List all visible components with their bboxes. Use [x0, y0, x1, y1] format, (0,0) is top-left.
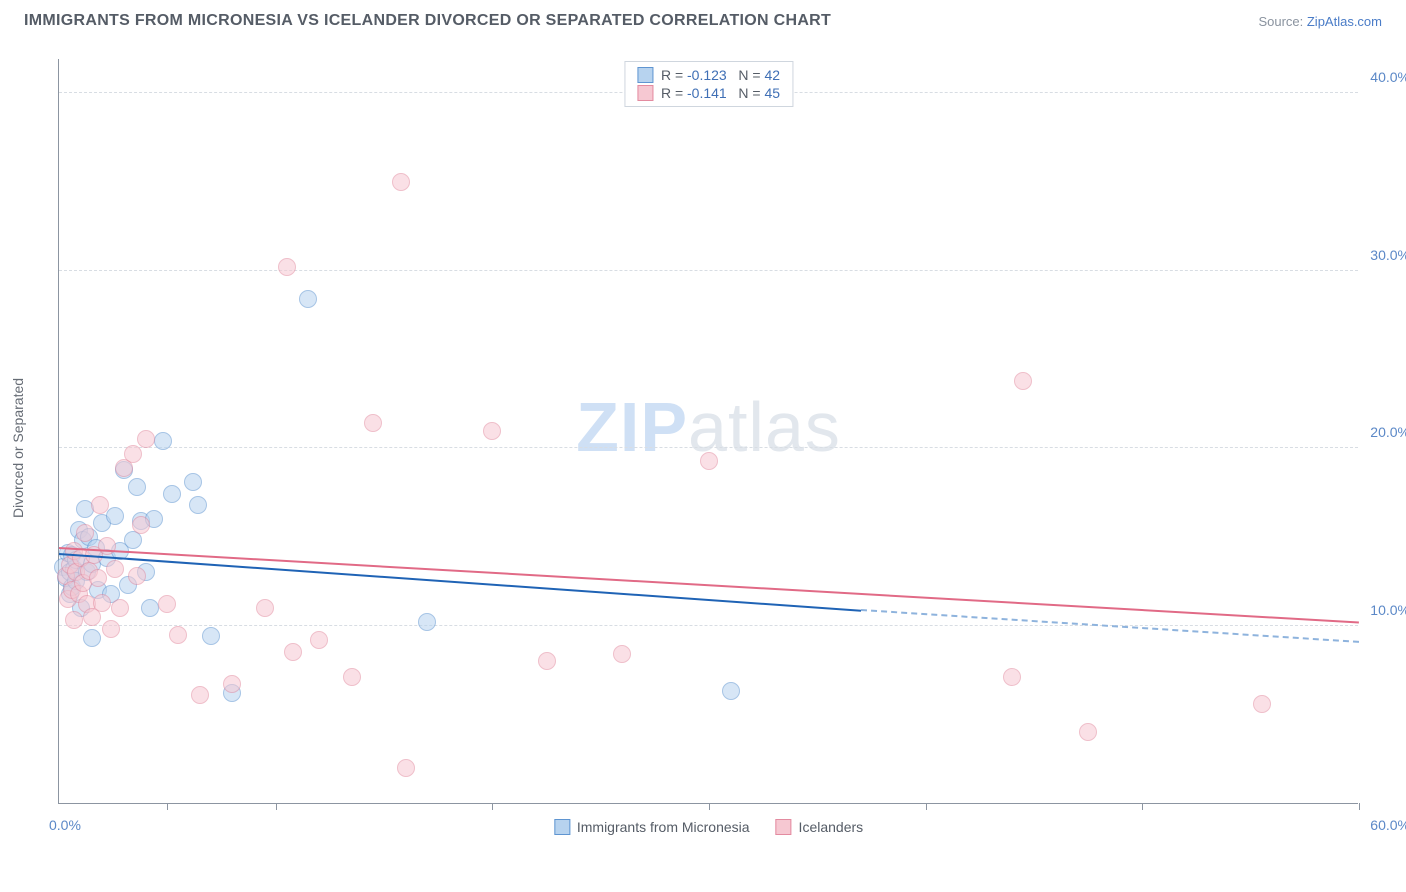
data-point [163, 485, 181, 503]
data-point [91, 496, 109, 514]
data-point [189, 496, 207, 514]
series-legend: Immigrants from Micronesia Icelanders [554, 819, 863, 835]
legend-item: Icelanders [776, 819, 864, 835]
legend-label: Immigrants from Micronesia [577, 819, 750, 835]
data-point [1079, 723, 1097, 741]
legend-swatch [554, 819, 570, 835]
legend-swatch [776, 819, 792, 835]
y-tick-label: 20.0% [1370, 424, 1406, 440]
data-point [418, 613, 436, 631]
data-point [483, 422, 501, 440]
data-point [83, 629, 101, 647]
data-point [397, 759, 415, 777]
trend-line [59, 553, 861, 612]
data-point [132, 516, 150, 534]
x-tick [276, 803, 277, 810]
legend-stats: R = -0.141 N = 45 [661, 85, 780, 101]
data-point [191, 686, 209, 704]
x-tick [1142, 803, 1143, 810]
data-point [106, 507, 124, 525]
data-point [111, 599, 129, 617]
data-point [169, 626, 187, 644]
data-point [538, 652, 556, 670]
x-tick [167, 803, 168, 810]
grid-line [59, 447, 1358, 448]
data-point [223, 675, 241, 693]
data-point [137, 430, 155, 448]
chart-area: Divorced or Separated ZIPatlas 10.0%20.0… [50, 55, 1380, 825]
data-point [392, 173, 410, 191]
data-point [154, 432, 172, 450]
data-point [93, 594, 111, 612]
data-point [106, 560, 124, 578]
legend-item: Immigrants from Micronesia [554, 819, 750, 835]
data-point [299, 290, 317, 308]
data-point [1003, 668, 1021, 686]
x-axis-min-label: 0.0% [49, 817, 81, 833]
data-point [102, 620, 120, 638]
data-point [310, 631, 328, 649]
trend-line [59, 547, 1359, 623]
data-point [1253, 695, 1271, 713]
trend-line-extrapolated [861, 609, 1359, 643]
data-point [158, 595, 176, 613]
data-point [76, 524, 94, 542]
legend-swatch [637, 67, 653, 83]
data-point [124, 531, 142, 549]
y-tick-label: 30.0% [1370, 247, 1406, 263]
data-point [722, 682, 740, 700]
data-point [278, 258, 296, 276]
source-link[interactable]: ZipAtlas.com [1307, 14, 1382, 29]
y-tick-label: 40.0% [1370, 69, 1406, 85]
correlation-legend: R = -0.123 N = 42 R = -0.141 N = 45 [624, 61, 793, 107]
grid-line [59, 270, 1358, 271]
x-tick [709, 803, 710, 810]
data-point [124, 445, 142, 463]
data-point [1014, 372, 1032, 390]
data-point [65, 611, 83, 629]
data-point [343, 668, 361, 686]
data-point [613, 645, 631, 663]
data-point [89, 569, 107, 587]
legend-row: R = -0.123 N = 42 [637, 66, 780, 84]
data-point [284, 643, 302, 661]
x-tick [492, 803, 493, 810]
data-point [184, 473, 202, 491]
chart-title: IMMIGRANTS FROM MICRONESIA VS ICELANDER … [24, 12, 831, 30]
y-tick-label: 10.0% [1370, 602, 1406, 618]
source-label: Source: ZipAtlas.com [1258, 14, 1382, 29]
x-tick [926, 803, 927, 810]
data-point [202, 627, 220, 645]
data-point [128, 567, 146, 585]
y-axis-label: Divorced or Separated [10, 378, 26, 518]
plot-region: ZIPatlas 10.0%20.0%30.0%40.0%0.0%60.0%R … [58, 59, 1358, 804]
data-point [364, 414, 382, 432]
data-point [128, 478, 146, 496]
legend-swatch [637, 85, 653, 101]
x-axis-max-label: 60.0% [1370, 817, 1406, 833]
legend-row: R = -0.141 N = 45 [637, 84, 780, 102]
data-point [256, 599, 274, 617]
x-tick [1359, 803, 1360, 810]
grid-line [59, 625, 1358, 626]
legend-stats: R = -0.123 N = 42 [661, 67, 780, 83]
data-point [700, 452, 718, 470]
chart-header: IMMIGRANTS FROM MICRONESIA VS ICELANDER … [0, 0, 1406, 38]
legend-label: Icelanders [799, 819, 864, 835]
data-point [141, 599, 159, 617]
